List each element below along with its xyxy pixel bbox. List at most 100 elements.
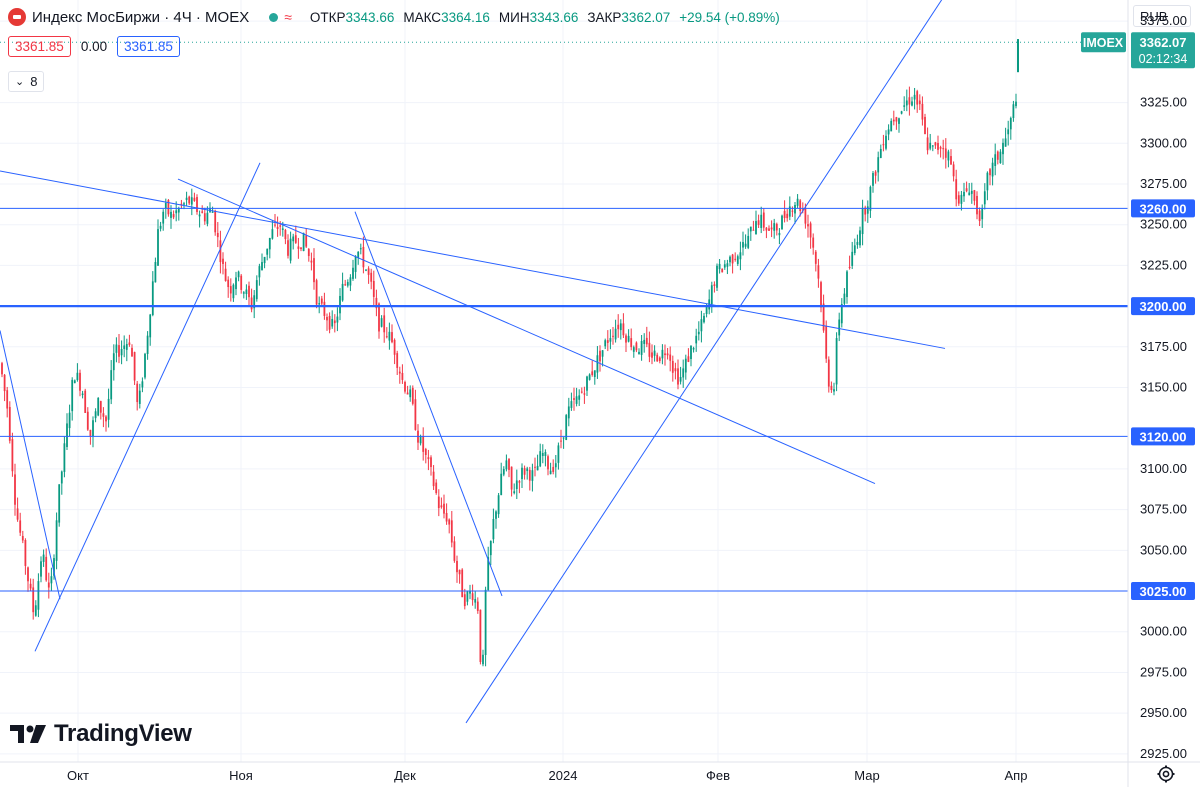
candle-body — [682, 368, 685, 378]
time-tick-label: Фев — [706, 768, 730, 783]
candle-body — [354, 256, 357, 272]
candle-body — [274, 224, 276, 226]
candle-body — [531, 470, 534, 481]
candle-body — [908, 97, 911, 105]
candle-body — [268, 237, 271, 250]
candle-body — [513, 491, 516, 494]
candle-body — [648, 342, 651, 357]
candle-body — [544, 452, 547, 457]
horizontal-levels[interactable]: 3260.00 3200.00 3120.00 3025.00 — [0, 199, 1195, 601]
candle-body — [528, 469, 531, 481]
candle-body — [931, 145, 934, 147]
candle-body — [656, 354, 659, 362]
trend-line[interactable] — [177, 178, 876, 485]
tradingview-logo[interactable]: TradingView — [10, 720, 192, 748]
currency-select[interactable]: RUB — [1133, 5, 1191, 27]
candle-body — [747, 235, 750, 248]
candle-body — [66, 423, 68, 447]
candle-body — [344, 284, 347, 286]
candle-body — [404, 381, 406, 392]
candle-body — [565, 415, 568, 440]
level-price-tag — [1131, 582, 1195, 601]
candle-body — [765, 227, 768, 231]
candle-body — [651, 352, 653, 358]
candle-body — [921, 103, 924, 120]
candle-body — [443, 503, 445, 514]
candle-body — [505, 460, 508, 470]
candle-body — [669, 354, 672, 361]
trend-line[interactable] — [465, 0, 948, 724]
high-value: 3364.16 — [441, 9, 490, 25]
candle-body — [1012, 104, 1015, 118]
candle-body — [567, 406, 570, 419]
candle-body — [749, 226, 752, 232]
trend-line[interactable] — [354, 211, 503, 597]
candle-body — [222, 258, 224, 265]
candle-body — [929, 142, 932, 149]
candle-body — [131, 347, 133, 357]
candle-body — [518, 481, 521, 483]
candle-body — [674, 368, 677, 372]
candle-body — [99, 401, 102, 413]
candle-body — [495, 511, 497, 519]
candle-body — [60, 471, 63, 484]
price-axis[interactable]: 3375.00 3325.00 3300.00 3275.00 3250.00 3225.… — [1140, 13, 1187, 761]
candle-body — [55, 520, 58, 561]
candle-body — [224, 268, 227, 281]
buy-button[interactable]: 3361.85 — [117, 36, 180, 57]
candle-body — [697, 331, 700, 335]
time-axis[interactable]: Окт Ноя Дек 2024 Фев Мар Апр — [67, 768, 1027, 783]
candle-body — [632, 347, 635, 352]
candle-body — [788, 206, 791, 217]
candle-body — [489, 540, 492, 556]
candle-body — [359, 248, 362, 250]
candle-body — [253, 295, 256, 309]
trend-line[interactable] — [34, 162, 261, 652]
candle-body — [905, 100, 908, 106]
candle-body — [968, 192, 971, 196]
candle-body — [216, 232, 219, 238]
candle-body — [664, 353, 666, 356]
candle-body — [177, 208, 180, 213]
candle-body — [144, 353, 146, 378]
candle-body — [760, 214, 763, 228]
candle-body — [690, 345, 692, 360]
candle-body — [37, 581, 40, 610]
candle-body — [703, 315, 705, 323]
candle-body — [562, 437, 565, 439]
delay-wave-icon[interactable]: ≈ — [284, 9, 292, 25]
candle-body — [19, 520, 22, 533]
candle-body — [380, 318, 383, 327]
gear-icon[interactable] — [1156, 764, 1176, 784]
candle-body — [461, 569, 464, 598]
level-price-label: 3260.00 — [1140, 201, 1187, 216]
sell-button[interactable]: 3361.85 — [8, 36, 71, 57]
candle-body — [554, 463, 557, 468]
last-price-tag — [1131, 32, 1195, 69]
candle-body — [1007, 129, 1010, 135]
indicators-toggle[interactable]: ⌄ 8 — [8, 71, 45, 92]
trend-line[interactable] — [0, 170, 946, 349]
candle-body — [903, 105, 906, 107]
candle-body — [396, 353, 399, 368]
candle-body — [427, 457, 430, 460]
candle-body — [279, 225, 282, 227]
candle-body — [586, 376, 588, 391]
trend-line[interactable] — [0, 330, 61, 600]
market-status-icon[interactable] — [269, 12, 279, 22]
candle-body — [630, 338, 633, 348]
trend-lines[interactable] — [0, 0, 948, 724]
candle-body — [898, 118, 900, 124]
candle-body — [794, 205, 796, 214]
candle-body — [900, 111, 903, 114]
candle-body — [284, 229, 287, 240]
candle-body — [679, 376, 682, 382]
candle-body — [869, 186, 872, 211]
candle-body — [612, 335, 614, 337]
candle-body — [497, 495, 500, 515]
symbol-title[interactable]: Индекс МосБиржи · 4Ч · MOEX — [32, 8, 250, 26]
candle-body — [6, 390, 9, 409]
candle-body — [762, 212, 765, 228]
candle-body — [110, 370, 113, 400]
